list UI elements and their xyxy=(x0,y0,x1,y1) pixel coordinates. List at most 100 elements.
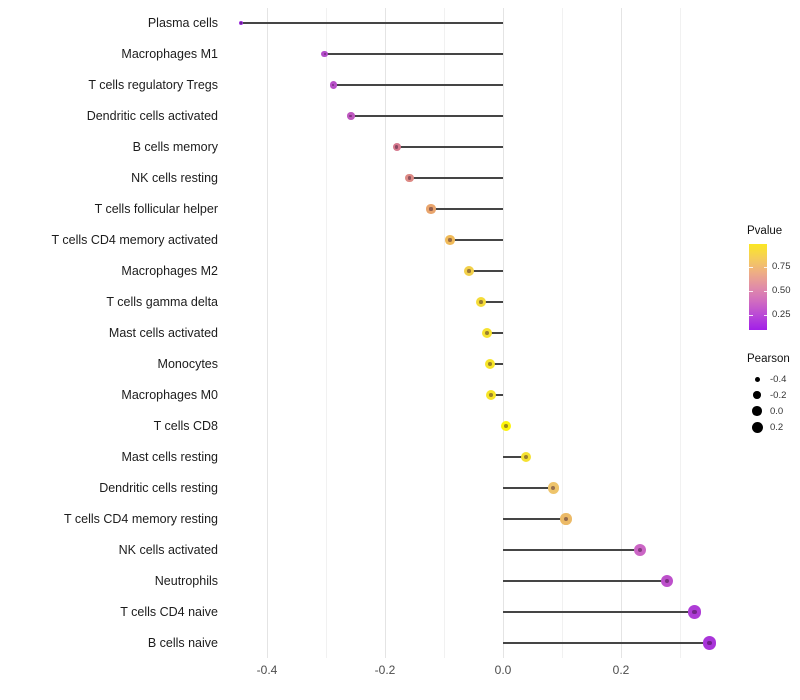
lollipop-dot-core xyxy=(691,609,697,615)
lollipop-dot xyxy=(486,389,497,401)
lollipop-stick xyxy=(503,487,554,489)
lollipop-dot-core xyxy=(485,331,489,335)
y-axis-label: T cells CD4 memory activated xyxy=(51,233,219,247)
lollipop-dot xyxy=(500,420,512,432)
lollipop-stick xyxy=(449,239,503,241)
colorbar-tick-mark xyxy=(749,266,753,268)
lollipop-dot-core xyxy=(551,485,556,490)
y-axis-label: T cells follicular helper xyxy=(94,202,218,216)
pvalue-colorbar xyxy=(749,244,767,330)
colorbar-tick-label: 0.75 xyxy=(772,261,791,273)
gridline-major xyxy=(620,8,622,658)
lollipop-dot xyxy=(445,235,455,245)
y-axis-label: T cells CD4 naive xyxy=(120,605,218,619)
lollipop-dot-core xyxy=(331,83,335,87)
y-axis-label: T cells gamma delta xyxy=(106,295,218,309)
y-axis-label: Monocytes xyxy=(157,357,218,371)
y-axis-label: B cells memory xyxy=(132,140,218,154)
lollipop-stick xyxy=(396,146,503,148)
y-axis-label: B cells naive xyxy=(147,636,218,650)
pearson-size-dot xyxy=(753,391,761,399)
y-axis-label: Macrophages M1 xyxy=(121,47,218,61)
y-axis-label: Mast cells resting xyxy=(121,450,218,464)
y-axis-label: Macrophages M2 xyxy=(121,264,218,278)
y-axis-label: NK cells activated xyxy=(118,543,218,557)
y-axis-label: Mast cells activated xyxy=(108,326,218,340)
lollipop-stick xyxy=(431,208,503,210)
lollipop-dot-core xyxy=(240,22,242,24)
lollipop-stick xyxy=(491,394,503,396)
gridline-minor xyxy=(679,8,681,658)
pearson-size-dot xyxy=(751,421,763,433)
lollipop-dot xyxy=(238,20,244,26)
lollipop-dot xyxy=(560,513,572,525)
lollipop-stick xyxy=(324,53,503,55)
lollipop-stick xyxy=(481,301,503,303)
lollipop-stick xyxy=(503,580,668,582)
lollipop-dot xyxy=(329,81,337,89)
lollipop-dot-core xyxy=(564,516,569,522)
lollipop-dot-core xyxy=(407,176,411,180)
y-axis-label: Dendritic cells resting xyxy=(99,481,218,495)
lollipop-stick xyxy=(350,115,503,117)
lollipop-stick xyxy=(409,177,503,179)
lollipop-dot-core xyxy=(489,393,494,397)
y-axis-label: T cells CD4 memory resting xyxy=(64,512,218,526)
lollipop-dot-core xyxy=(504,424,508,428)
y-axis-label: T cells CD8 xyxy=(153,419,218,433)
y-axis-label: NK cells resting xyxy=(131,171,218,185)
lollipop-dot-core xyxy=(524,455,528,459)
lollipop-stick xyxy=(490,363,503,365)
lollipop-dot-core xyxy=(707,640,712,646)
lollipop-stick xyxy=(468,270,503,272)
x-axis-tick-label: -0.4 xyxy=(256,663,278,677)
lollipop-dot-core xyxy=(349,114,353,118)
lollipop-dot xyxy=(476,296,487,308)
pearson-size-dot xyxy=(752,406,762,416)
x-axis-tick-label: 0.2 xyxy=(612,663,630,677)
pvalue-legend-title: Pvalue xyxy=(747,225,783,237)
y-axis-label: Plasma cells xyxy=(147,16,218,30)
lollipop-dot xyxy=(633,543,647,557)
gridline-minor xyxy=(561,8,563,658)
lollipop-dot-core xyxy=(479,300,483,304)
lollipop-dot-core xyxy=(664,578,670,584)
lollipop-stick xyxy=(503,456,526,458)
pearson-size-label: 0.2 xyxy=(770,421,784,433)
gridline-major xyxy=(266,8,268,658)
colorbar-tick-mark xyxy=(763,290,768,292)
lollipop-stick xyxy=(503,549,640,551)
pearson-size-dot xyxy=(754,376,760,382)
lollipop-dot xyxy=(463,266,474,276)
y-axis-label: Macrophages M0 xyxy=(121,388,218,402)
y-axis-label: T cells regulatory Tregs xyxy=(88,78,218,92)
lollipop-dot-core xyxy=(429,207,433,211)
colorbar-tick-mark xyxy=(749,314,753,316)
lollipop-dot xyxy=(520,451,532,463)
gridline-major xyxy=(502,8,504,658)
colorbar-tick-mark xyxy=(763,266,768,268)
colorbar-tick-mark xyxy=(763,314,768,316)
lollipop-dot-core xyxy=(448,238,452,242)
gridline-minor xyxy=(443,8,445,658)
lollipop-dot-core xyxy=(323,52,327,56)
lollipop-dot-core xyxy=(466,269,471,273)
y-axis-label: Dendritic cells activated xyxy=(86,109,218,123)
lollipop-dot-core xyxy=(488,362,492,366)
lollipop-dot xyxy=(660,574,674,588)
lollipop-dot xyxy=(481,327,493,339)
x-axis-tick-label: 0.0 xyxy=(494,663,512,677)
colorbar-tick-label: 0.50 xyxy=(772,285,791,297)
pearson-size-label: 0.0 xyxy=(770,405,784,417)
pearson-size-label: -0.2 xyxy=(770,389,787,401)
x-axis-tick-label: -0.2 xyxy=(374,663,396,677)
gridline-minor xyxy=(325,8,327,658)
lollipop-stick xyxy=(487,332,503,334)
colorbar-tick-label: 0.25 xyxy=(772,309,791,321)
lollipop-dot-core xyxy=(637,547,643,553)
colorbar-tick-mark xyxy=(749,290,753,292)
gridline-major xyxy=(384,8,386,658)
lollipop-dot xyxy=(426,204,436,214)
lollipop-stick xyxy=(503,611,695,613)
